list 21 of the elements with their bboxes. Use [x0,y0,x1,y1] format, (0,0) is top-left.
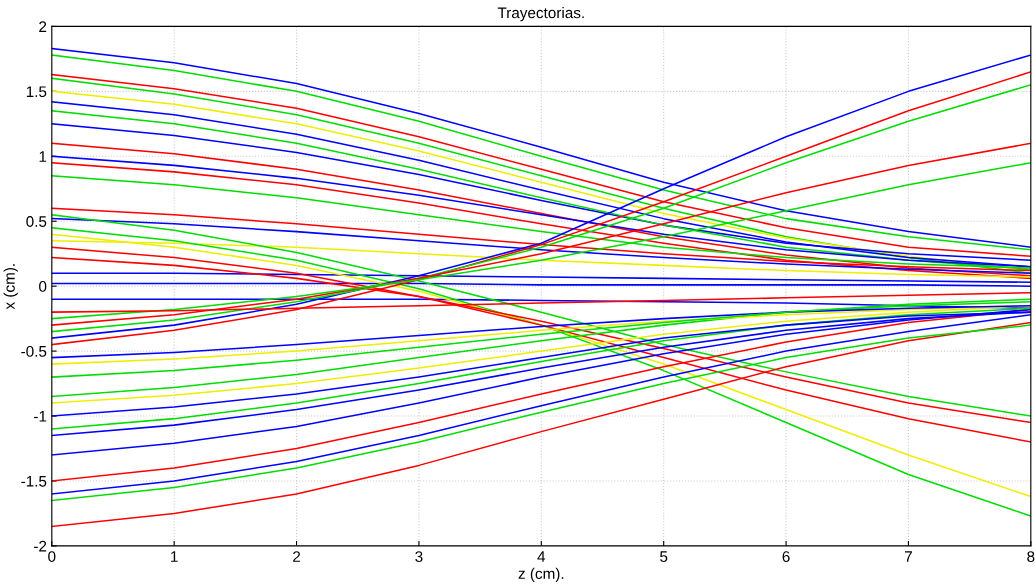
y-tick-label: 0 [39,281,47,292]
x-tick-label: 6 [782,551,790,562]
y-tick-label: 1 [39,151,47,162]
x-tick-label: 7 [904,551,912,562]
y-tick-label: 1.5 [26,86,47,98]
x-tick-label: 4 [537,551,546,562]
y-tick-label: -0.5 [21,345,47,357]
x-tick-label: 0 [48,551,56,562]
x-tick-label: 8 [1027,551,1035,562]
x-tick-label: 5 [660,551,668,562]
y-axis-title: x (cm). [3,264,18,310]
y-tick-label: 2 [39,21,47,32]
chart-title: Trayectorias. [497,7,584,22]
x-tick-label: 3 [415,551,423,562]
x-tick-label: 1 [171,551,178,562]
y-tick-label: -1.5 [21,476,47,487]
x-axis-title: z (cm). [518,567,564,583]
y-tick-label: 0.5 [26,216,47,227]
y-tick-label: -1 [34,411,47,422]
y-tick-label: -2 [34,540,47,552]
x-tick-label: 2 [293,551,301,562]
